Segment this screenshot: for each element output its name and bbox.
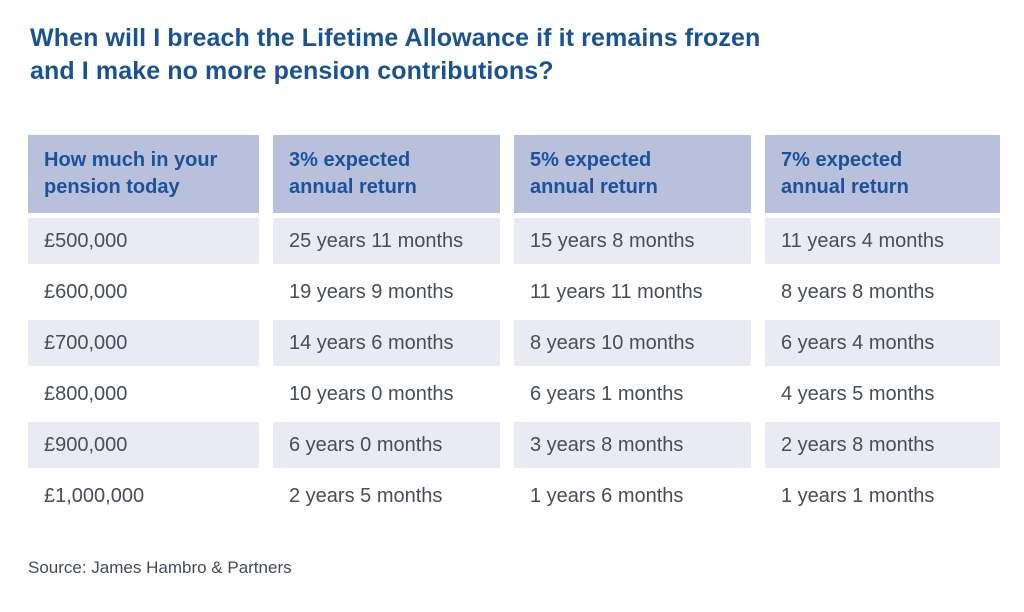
title-line-2: and I make no more pension contributions… <box>30 57 554 85</box>
header-line: 3% expected <box>289 149 411 171</box>
table-cell: 4 years 5 months <box>765 371 1000 417</box>
table-cell: 6 years 4 months <box>765 320 1000 366</box>
header-5pct-return: 5% expected annual return <box>514 135 751 213</box>
header-pension-today: How much in your pension today <box>28 135 259 213</box>
header-7pct-return: 7% expected annual return <box>765 135 1000 213</box>
page-title: When will I breach the Lifetime Allowanc… <box>30 22 970 88</box>
source-note: Source: James Hambro & Partners <box>28 558 292 577</box>
table-cell: 11 years 11 months <box>514 269 751 315</box>
header-line: 5% expected <box>530 149 652 171</box>
table-cell: 8 years 8 months <box>765 269 1000 315</box>
table-cell: 2 years 8 months <box>765 422 1000 468</box>
header-line: annual return <box>530 176 658 198</box>
table-cell: 14 years 6 months <box>273 320 500 366</box>
table-cell: 1 years 6 months <box>514 473 751 519</box>
title-line-1: When will I breach the Lifetime Allowanc… <box>30 24 761 52</box>
table-cell: 1 years 1 months <box>765 473 1000 519</box>
table-cell: 6 years 0 months <box>273 422 500 468</box>
table-cell: 3 years 8 months <box>514 422 751 468</box>
header-line: How much in your <box>44 149 218 171</box>
table-cell-pension-value: £700,000 <box>28 320 259 366</box>
header-line: annual return <box>781 176 909 198</box>
header-3pct-return: 3% expected annual return <box>273 135 500 213</box>
header-line: annual return <box>289 176 417 198</box>
table-cell-pension-value: £500,000 <box>28 218 259 264</box>
pension-breach-table: How much in your pension today 3% expect… <box>28 135 1000 519</box>
table-cell-pension-value: £1,000,000 <box>28 473 259 519</box>
table-cell: 11 years 4 months <box>765 218 1000 264</box>
header-line: pension today <box>44 176 180 198</box>
table-cell-pension-value: £800,000 <box>28 371 259 417</box>
header-line: 7% expected <box>781 149 903 171</box>
table-cell: 2 years 5 months <box>273 473 500 519</box>
table-cell-pension-value: £600,000 <box>28 269 259 315</box>
table-cell: 25 years 11 months <box>273 218 500 264</box>
table-cell: 6 years 1 months <box>514 371 751 417</box>
table-cell: 15 years 8 months <box>514 218 751 264</box>
table-cell: 8 years 10 months <box>514 320 751 366</box>
table-cell-pension-value: £900,000 <box>28 422 259 468</box>
table-cell: 19 years 9 months <box>273 269 500 315</box>
table-cell: 10 years 0 months <box>273 371 500 417</box>
